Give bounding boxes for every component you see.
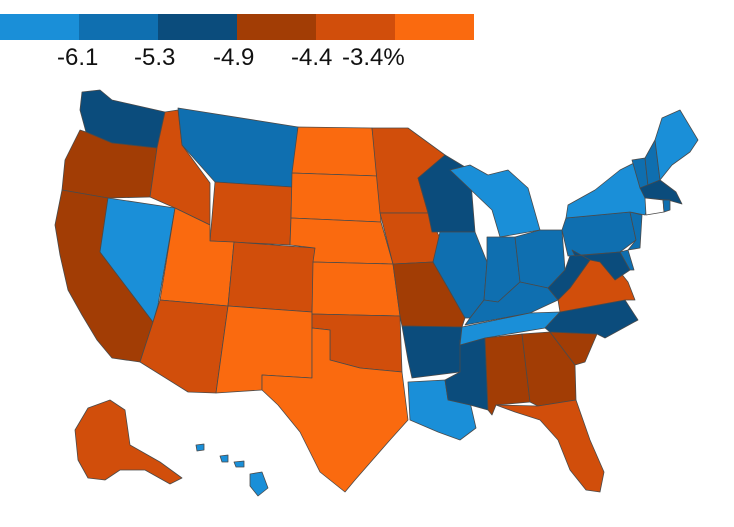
legend-labels: -6.1 -5.3 -4.9 -4.4 -3.4%: [0, 44, 734, 74]
state-ri: [662, 199, 671, 213]
state-co: [227, 241, 316, 313]
state-ct: [644, 197, 665, 216]
state-tx: [261, 327, 409, 493]
legend-swatch: [79, 14, 158, 40]
state-hi: [219, 454, 229, 463]
state-nd: [291, 126, 379, 177]
legend-swatch: [0, 14, 79, 40]
legend-swatch: [316, 14, 395, 40]
legend-label: -4.4: [291, 44, 333, 71]
state-pa: [561, 211, 637, 257]
legend-label: -4.9: [213, 44, 255, 71]
state-hi: [233, 460, 245, 468]
legend-label: -5.3: [134, 44, 176, 71]
state-me: [654, 109, 699, 181]
legend-color-bar: [0, 14, 474, 40]
state-ak: [74, 399, 183, 485]
state-hi: [195, 443, 205, 452]
state-hi: [249, 471, 269, 497]
legend-label: -3.4%: [342, 44, 405, 71]
state-nj: [627, 211, 643, 251]
state-fl: [495, 399, 605, 493]
state-wy: [209, 181, 293, 246]
legend-label: -6.1: [57, 44, 99, 71]
state-de: [619, 249, 635, 271]
state-sd: [290, 172, 382, 223]
legend-swatch: [395, 14, 474, 40]
state-ks: [311, 261, 401, 317]
legend-swatch: [158, 14, 237, 40]
state-ar: [401, 325, 463, 379]
legend-swatch: [237, 14, 316, 40]
